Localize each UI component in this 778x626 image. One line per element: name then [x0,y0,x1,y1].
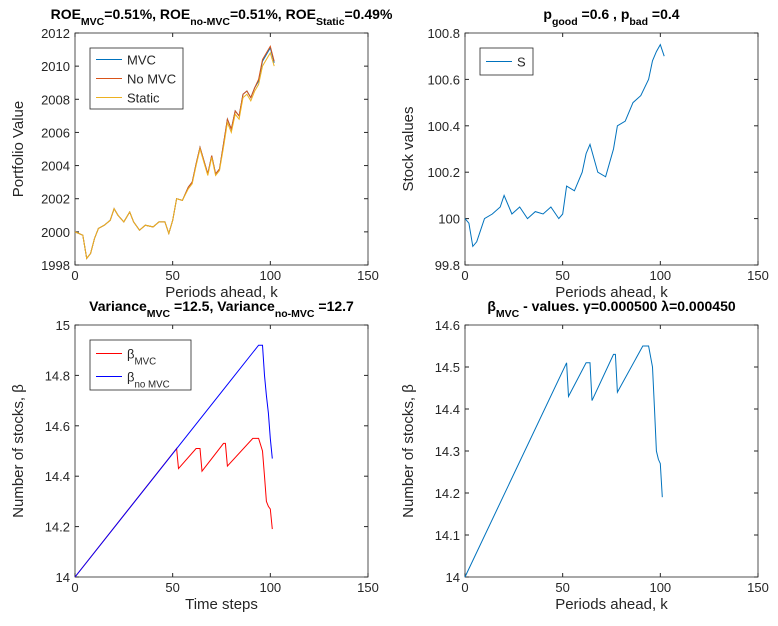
text-run: =12.7 [315,298,355,314]
text-run: β [487,298,496,314]
legend: MVC No MVC Static [89,47,184,110]
x-tick-label: 150 [357,268,379,283]
text-run: Static [316,16,345,28]
y-tick-label: 14.5 [435,360,460,375]
x-tick-label: 100 [649,268,671,283]
x-tick-label: 50 [165,580,179,595]
text-run: =0.51%, ROE [104,6,190,22]
text-run: ROE [51,6,81,22]
y-tick-label: 14.8 [45,368,70,383]
y-tick-label: 100.4 [427,119,460,134]
y-tick-label: 14.4 [45,469,70,484]
y-tick-label: 2004 [41,159,70,174]
y-tick-label: 2012 [41,26,70,41]
x-axis-label: Time steps [185,596,258,613]
x-axis-label: Periods ahead, k [165,284,278,301]
y-tick-label: 100 [438,212,460,227]
text-run: no MVC [134,379,169,390]
text-run: MVC [134,356,156,367]
y-axis-label: Portfolio Value [10,101,27,197]
legend-label: βno MVC [127,370,170,391]
chart-title: pgood =0.6 , pbad =0.4 [543,6,679,28]
y-tick-label: 1998 [41,258,70,273]
text-run: =12.5, Variance [170,298,275,314]
text-run: MVC [496,308,520,320]
y-tick-label: 100.6 [427,72,460,87]
y-tick-label: 2000 [41,225,70,240]
y-axis-label: Number of stocks, β [400,384,417,518]
y-tick-label: 2006 [41,125,70,140]
y-tick-label: 100.2 [427,165,460,180]
legend-label: βMVC [127,347,156,368]
y-tick-label: 15 [56,318,70,333]
x-tick-label: 100 [259,580,281,595]
y-axis-label: Stock values [400,106,417,191]
text-run: no-MVC [190,16,230,28]
y-tick-label: 14.2 [45,520,70,535]
y-tick-label: 14.4 [435,402,460,417]
legend-label: MVC [127,53,156,68]
text-run: MVC [147,308,171,320]
chart-title: ROEMVC=0.51%, ROEno-MVC=0.51%, ROEStatic… [51,6,393,28]
x-tick-label: 0 [71,580,78,595]
text-run: p [543,6,552,22]
x-tick-label: 50 [165,268,179,283]
y-tick-label: 14.6 [435,318,460,333]
x-tick-label: 150 [747,580,769,595]
y-axis-label: Number of stocks, β [10,384,27,518]
x-tick-label: 100 [649,580,671,595]
x-tick-label: 50 [555,580,569,595]
chart-title: VarianceMVC =12.5, Varianceno-MVC =12.7 [89,298,354,320]
y-tick-label: 100.8 [427,26,460,41]
x-tick-label: 0 [461,580,468,595]
x-tick-label: 0 [71,268,78,283]
y-tick-label: 14 [56,570,70,585]
x-tick-label: 50 [555,268,569,283]
text-run: =0.6 , p [578,6,630,22]
text-run: - values. γ=0.000500 λ=0.000450 [519,298,736,314]
text-run: =0.4 [648,6,680,22]
text-run: bad [629,16,648,28]
y-tick-label: 14 [446,570,460,585]
y-tick-label: 14.1 [435,528,460,543]
chart-title: βMVC - values. γ=0.000500 λ=0.000450 [487,298,736,320]
x-axis-label: Periods ahead, k [555,284,668,301]
text-run: β [127,370,134,385]
y-tick-label: 99.8 [435,258,460,273]
y-tick-label: 2002 [41,192,70,207]
y-tick-label: 14.3 [435,444,460,459]
text-run: =0.49% [345,6,393,22]
data-line [464,345,663,578]
data-line [464,43,665,248]
text-run: Variance [89,298,147,314]
text-run: good [552,16,578,28]
data-line [74,51,275,260]
x-tick-label: 150 [357,580,379,595]
legend: S [479,47,534,76]
y-tick-label: 14.6 [45,419,70,434]
text-run: MVC [81,16,105,28]
legend-box [89,339,192,391]
text-run: no-MVC [275,308,315,320]
x-tick-label: 0 [461,268,468,283]
legend-label: No MVC [127,72,176,87]
x-tick-label: 150 [747,268,769,283]
legend-label: S [517,55,526,70]
data-line [74,437,273,578]
y-tick-label: 2010 [41,59,70,74]
data-line [74,344,273,578]
x-tick-label: 100 [259,268,281,283]
y-tick-label: 2008 [41,92,70,107]
x-axis-label: Periods ahead, k [555,596,668,613]
legend-label: Static [127,91,160,106]
y-tick-label: 14.2 [435,486,460,501]
text-run: β [127,347,134,362]
text-run: =0.51%, ROE [230,6,316,22]
axes-box [464,324,759,578]
